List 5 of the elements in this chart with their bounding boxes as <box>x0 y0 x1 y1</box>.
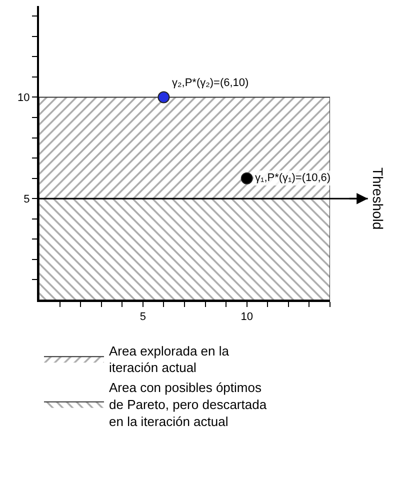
annotation: γ₁,P*(γ₁)=(10,6) <box>255 172 331 184</box>
legend-label: Area con posibles óptimos de Pareto, pero descartada en la iteración actual <box>109 380 268 429</box>
ref-line-label: Threshold <box>370 167 386 230</box>
legend-label: Area explorada en la iteración actual <box>109 343 230 376</box>
annotation: γ₂,P*(γ₂)=(6,10) <box>172 77 249 89</box>
